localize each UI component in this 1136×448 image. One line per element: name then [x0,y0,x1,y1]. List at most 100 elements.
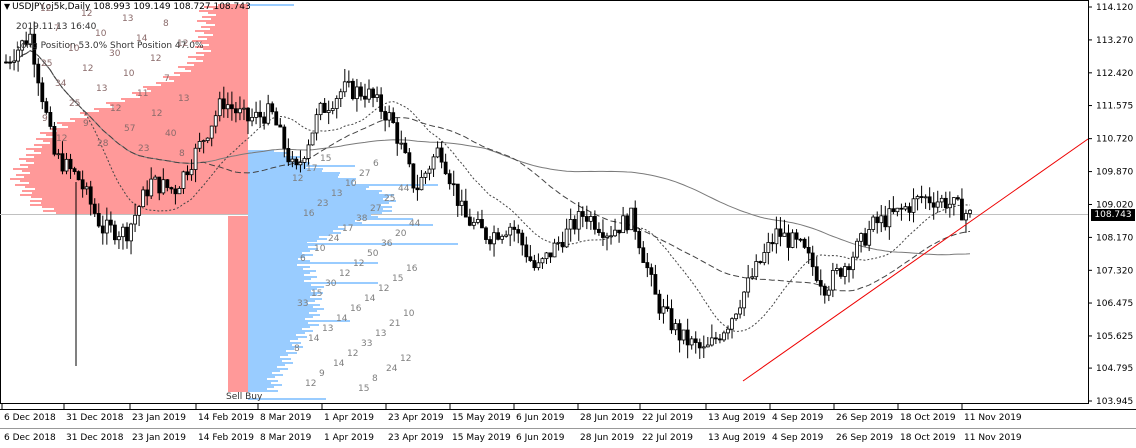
profile-count-label: 10 [68,44,80,54]
candle-body [685,329,690,346]
candle-body [431,156,436,170]
buy-profile-bar [248,332,305,334]
sell-profile-bar [188,56,248,58]
sell-profile-bar [228,264,248,266]
profile-count-label: 12 [353,259,365,269]
candle-body [951,197,956,205]
buy-profile-bar [248,224,433,226]
sell-profile-bar [228,300,248,302]
candle-body [689,338,694,346]
profile-count-label: 33 [361,339,373,349]
price-tick-label: 109.020 [1096,200,1133,210]
candle-body [286,148,291,163]
profile-count-label: 9 [83,119,89,129]
time-tick-label: 22 Jul 2019 [642,413,693,423]
profile-count-label: 12 [110,104,122,114]
buy-profile-bar [248,208,383,210]
buy-profile-bar [248,196,389,198]
candle-body [133,214,137,225]
candle-body [88,186,93,205]
time-tick-label-row2: 23 Jan 2019 [132,433,186,443]
sell-profile-bar [42,146,248,148]
dropdown-arrow-icon[interactable]: ▼ [4,2,11,11]
sell-profile-bar [228,370,248,372]
candle-body [100,225,105,234]
buy-profile-bar [248,243,458,245]
candle-body [576,211,581,230]
sell-profile-bar [201,26,248,28]
trendline[interactable] [742,138,1089,382]
candle-body [722,332,726,341]
sell-profile-bar [228,388,248,390]
sell-profile-bar [228,320,248,322]
candle-body [960,198,964,221]
time-tick-label: 1 Apr 2019 [324,413,374,423]
candle-body [738,307,742,315]
sell-profile-bar [228,390,248,392]
profile-count-label: 13 [122,14,134,24]
profile-count-label: 21 [389,319,401,329]
sell-profile-bar [106,102,248,104]
sell-profile-bar [228,280,248,282]
sell-profile-bar [228,226,248,228]
time-tick-label: 15 May 2019 [452,413,511,423]
sell-profile-bar [147,88,248,90]
candle-body [843,266,847,277]
sell-profile-bar [10,178,248,180]
candle-body [584,216,589,222]
candle-body [750,276,755,279]
sell-profile-bar [16,174,248,176]
candle-body [867,229,872,246]
sell-profile-bar [228,298,248,300]
candle-body [250,116,254,122]
candle-body [806,246,811,254]
sell-profile-bar [125,100,248,102]
sell-profile-bar [15,184,248,186]
current-price-badge: 108.743 [1091,209,1135,221]
sell-profile-bar [204,6,248,8]
candle-body [149,178,154,197]
sell-profile-bar [228,360,248,362]
buy-profile-bar [248,174,339,176]
sell-profile-bar [228,290,248,292]
candle-body [169,187,174,190]
candle-body [294,158,299,166]
sell-profile-bar [22,170,248,172]
time-tick-label: 6 Jun 2019 [516,413,565,423]
profile-count-label: 44 [398,184,410,194]
profile-count-label: 50 [367,249,379,259]
candle-body [613,229,617,237]
chart-header: ▼ USDJPY.oj5k,Daily 108.993 109.149 108.7… [4,2,251,12]
sell-profile-bar [185,68,248,70]
candle-body [350,80,355,100]
sell-profile-bar [203,60,248,62]
sell-profile-bar [99,110,248,112]
buy-profile-bar [248,160,294,162]
candle-body [677,323,682,341]
buy-profile-bar [248,222,362,224]
candle-body [665,306,670,310]
candle-body [185,171,190,176]
candle-body [334,98,339,109]
buy-profile-bar [248,328,302,330]
sell-profile-bar [114,106,248,108]
candle-body [883,215,888,228]
buy-profile-bar [248,254,313,256]
profile-count-label: 12 [305,379,317,389]
sell-profile-bar [228,244,248,246]
buy-profile-bar [248,340,290,342]
candle-body [564,228,569,248]
sell-profile-bar [34,144,248,146]
time-tick-label-row2: 11 Nov 2019 [964,433,1022,443]
candle-body [568,219,573,230]
buy-profile-bar [248,302,308,304]
buy-profile-bar [248,165,355,167]
buy-profile-bar [248,238,327,240]
candle-body [544,252,549,260]
candle-body [597,228,601,233]
sell-profile-bar [228,378,248,380]
candle-body [8,61,12,64]
candle-body [818,280,823,287]
